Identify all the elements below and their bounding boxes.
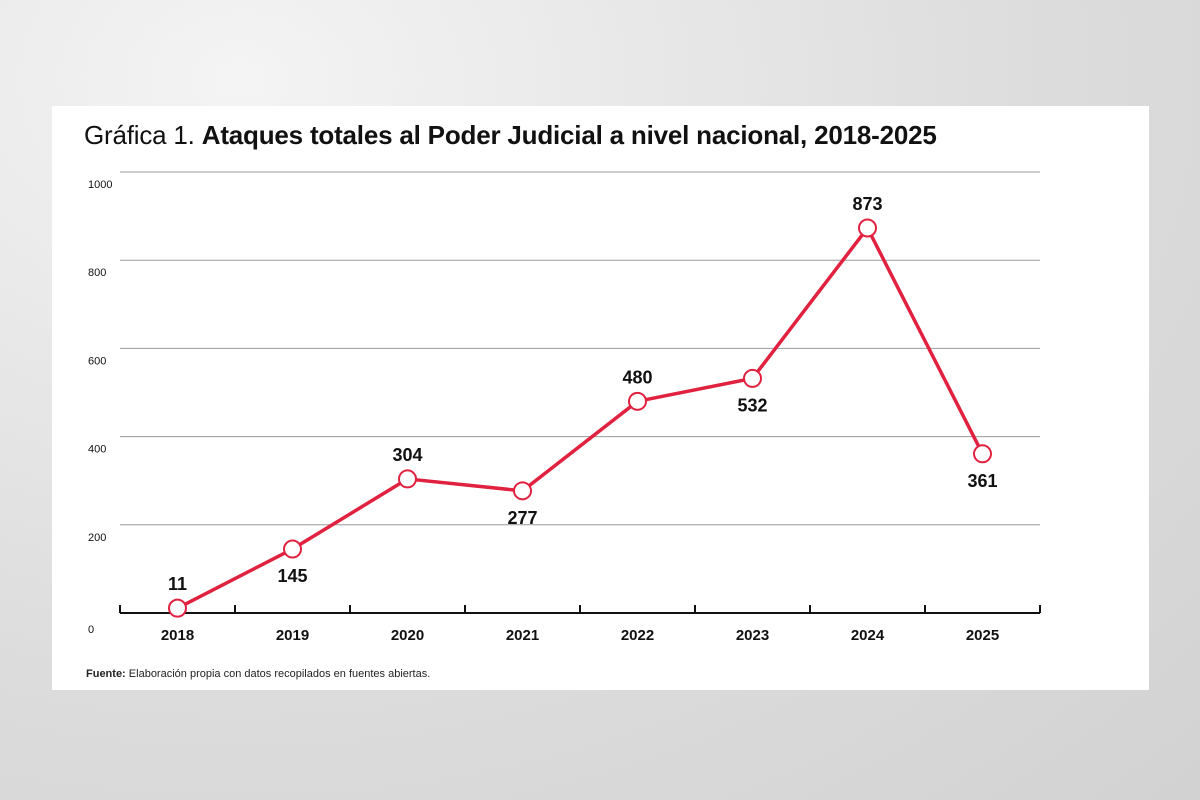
data-point xyxy=(858,218,877,238)
data-label: 145 xyxy=(277,566,307,586)
y-tick-label: 1000 xyxy=(88,179,112,191)
data-point xyxy=(973,444,992,464)
series-line xyxy=(176,226,985,610)
chart-title-prefix: Gráfica 1. xyxy=(84,120,195,150)
y-tick-label: 800 xyxy=(88,267,106,279)
data-point xyxy=(168,598,187,618)
data-label: 480 xyxy=(622,367,652,387)
source-text: Elaboración propia con datos recopilados… xyxy=(128,668,431,680)
x-tick-label: 2023 xyxy=(736,627,769,644)
data-point xyxy=(283,539,302,559)
chart-card: Gráfica 1. Ataques totales al Poder Judi… xyxy=(52,106,1149,690)
source-label: Fuente: xyxy=(86,668,126,680)
y-tick-label: 600 xyxy=(88,355,106,367)
y-tick-label: 0 xyxy=(88,624,94,636)
data-label: 361 xyxy=(967,471,997,491)
data-label: 11 xyxy=(168,574,187,594)
data-point xyxy=(743,368,762,388)
data-label: 873 xyxy=(852,194,882,214)
x-tick-label: 2025 xyxy=(966,627,999,644)
source-note: Fuente: Elaboración propia con datos rec… xyxy=(86,668,430,680)
chart-title-main: Ataques totales al Poder Judicial a nive… xyxy=(201,120,937,150)
y-tick-label: 200 xyxy=(88,532,106,544)
x-tick-label: 2018 xyxy=(161,627,194,644)
data-label: 277 xyxy=(507,508,537,528)
data-point xyxy=(513,481,532,501)
x-tick-label: 2022 xyxy=(621,627,654,644)
data-label: 304 xyxy=(392,445,422,465)
x-tick-label: 2019 xyxy=(276,627,309,644)
x-tick-label: 2021 xyxy=(506,627,539,644)
x-tick-label: 2020 xyxy=(391,627,424,644)
chart-title: Gráfica 1. Ataques totales al Poder Judi… xyxy=(84,120,937,151)
data-label: 532 xyxy=(737,395,767,415)
data-point xyxy=(628,391,647,411)
line-chart: 0 200 400 600 800 1000 2018 2019 2020 2021 2022 202… xyxy=(88,171,1041,644)
y-tick-label: 400 xyxy=(88,444,106,456)
data-point xyxy=(398,469,417,489)
x-tick-label: 2024 xyxy=(851,627,885,644)
